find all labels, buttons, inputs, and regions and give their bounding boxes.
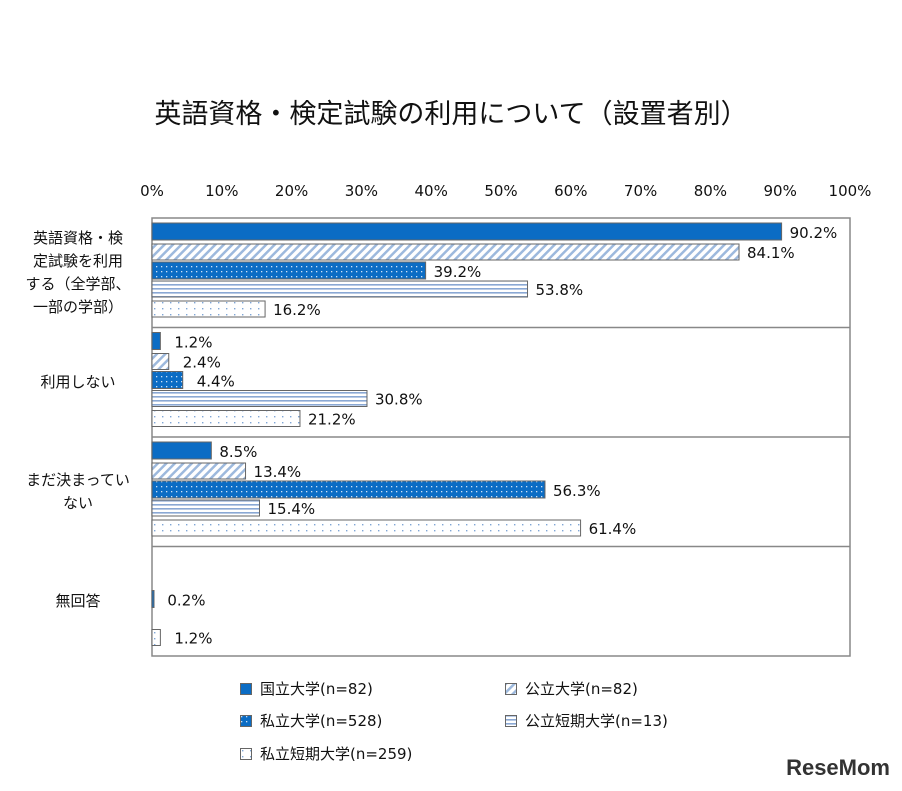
data-label: 56.3% xyxy=(553,482,601,500)
legend-label: 私立短期大学(n=259) xyxy=(260,745,413,763)
legend-label: 公立大学(n=82) xyxy=(525,680,638,698)
category-label-line: ない xyxy=(62,493,93,512)
data-label: 0.2% xyxy=(167,592,205,610)
bar xyxy=(151,300,266,318)
legend-swatch xyxy=(505,682,517,695)
data-label: 90.2% xyxy=(790,224,838,242)
bar xyxy=(151,629,161,646)
category-label-line: 定試験を利用 xyxy=(32,251,123,270)
legend-label: 国立大学(n=82) xyxy=(260,680,373,698)
tick-label: 100% xyxy=(829,182,872,200)
tick-label: 30% xyxy=(345,182,378,200)
bar xyxy=(151,441,212,460)
category-label-line: する（全学部、 xyxy=(25,274,131,293)
data-label: 61.4% xyxy=(589,520,637,538)
category-label-line: 英語資格・検 xyxy=(32,228,123,247)
tick-label: 10% xyxy=(205,182,238,200)
legend-swatch xyxy=(240,714,252,727)
bar xyxy=(151,280,529,298)
legend-item: 国立大学(n=82) xyxy=(240,678,373,699)
data-label: 16.2% xyxy=(273,301,321,319)
legend-swatch xyxy=(240,747,252,760)
bar xyxy=(151,371,184,389)
data-label: 21.2% xyxy=(308,411,356,429)
tick-label: 40% xyxy=(415,182,448,200)
resemom-logo: ReseMom xyxy=(786,755,890,780)
bar xyxy=(151,390,368,407)
legend-label: 公立短期大学(n=13) xyxy=(525,712,668,730)
data-label: 13.4% xyxy=(254,463,302,481)
data-label: 15.4% xyxy=(267,500,315,518)
bar xyxy=(151,499,260,517)
legend-swatch xyxy=(505,714,517,727)
data-label: 1.2% xyxy=(174,630,212,648)
data-label: 84.1% xyxy=(747,244,795,262)
tick-label: 50% xyxy=(484,182,517,200)
bar xyxy=(151,480,546,499)
bar xyxy=(151,222,783,241)
legend-item: 私立大学(n=528) xyxy=(240,710,382,731)
bar xyxy=(151,261,427,280)
bar xyxy=(151,462,247,480)
data-label: 30.8% xyxy=(375,391,423,409)
legend-item: 私立短期大学(n=259) xyxy=(240,743,412,764)
category-label-line: 利用しない xyxy=(40,372,116,391)
tick-label: 80% xyxy=(694,182,727,200)
legend-label: 私立大学(n=528) xyxy=(260,712,383,730)
data-label: 39.2% xyxy=(434,263,482,281)
category-label-line: 無回答 xyxy=(55,591,101,610)
bar xyxy=(151,353,170,370)
category-label: 英語資格・検 定試験を利用 する（全学部、 一部の学部） xyxy=(8,227,148,319)
chart-title: 英語資格・検定試験の利用について（設置者別） xyxy=(154,99,748,130)
bar xyxy=(151,519,582,537)
legend-item: 公立大学(n=82) xyxy=(505,678,638,699)
legend-item: 公立短期大学(n=13) xyxy=(505,710,668,731)
category-label: まだ決まってい ない xyxy=(8,469,148,515)
bar xyxy=(151,332,161,350)
tick-label: 20% xyxy=(275,182,308,200)
tick-label: 0% xyxy=(140,182,164,200)
bar xyxy=(151,243,740,261)
data-label: 1.2% xyxy=(174,334,212,352)
category-label-line: 一部の学部） xyxy=(32,297,123,316)
category-label-line: まだ決まってい xyxy=(26,470,130,489)
legend-swatch xyxy=(240,682,252,695)
bar xyxy=(151,590,155,608)
tick-label: 90% xyxy=(764,182,797,200)
bar xyxy=(151,410,301,427)
data-label: 53.8% xyxy=(536,281,584,299)
data-label: 4.4% xyxy=(197,373,235,391)
category-label: 利用しない xyxy=(8,371,148,394)
data-label: 2.4% xyxy=(183,354,221,372)
tick-label: 70% xyxy=(624,182,657,200)
tick-label: 60% xyxy=(554,182,587,200)
data-label: 8.5% xyxy=(219,443,257,461)
category-label: 無回答 xyxy=(8,590,148,613)
